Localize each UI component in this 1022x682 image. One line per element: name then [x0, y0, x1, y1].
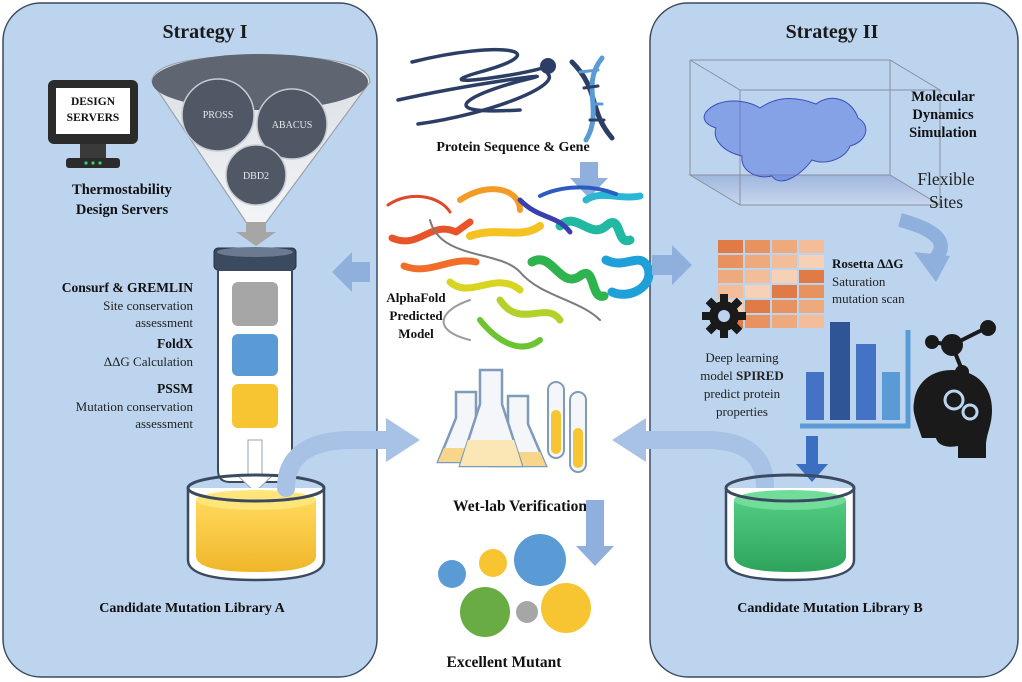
heatmap-cell [745, 285, 770, 298]
test-tube-pair-icon [547, 381, 587, 473]
monitor-icon [48, 80, 138, 168]
abacus-circle [256, 88, 328, 160]
heatmap-cell [772, 315, 797, 328]
mutant-label: Excellent Mutant [447, 654, 563, 671]
mutant-circle-blue-large [514, 534, 566, 586]
strategy1-title: Strategy I [163, 21, 248, 43]
protein-mesh-icon [703, 97, 867, 182]
model-label-line2: Predicted [389, 308, 443, 323]
heatmap-cell [718, 240, 743, 253]
deep-model-prefix: model [700, 368, 736, 383]
deep-learning-line1: Deep learning [705, 350, 779, 365]
deep-learning-line4: properties [716, 404, 768, 419]
flexible-label-line1: Flexible [917, 169, 975, 189]
tool-consurf-desc2: assessment [135, 315, 193, 330]
deep-learning-line2: model SPIRED [700, 368, 783, 383]
sequence-label: Protein Sequence & Gene [436, 140, 589, 155]
mutant-circle-gray [516, 601, 538, 623]
right-arrow [652, 245, 692, 285]
heatmap-cell [799, 270, 824, 283]
head-gears-icon [913, 370, 992, 458]
heatmap-cell [772, 270, 797, 283]
tool-pssm-name: PSSM [157, 381, 193, 396]
gear-icon [702, 294, 746, 338]
spired-name: SPIRED [736, 368, 784, 383]
chart-down-arrow [796, 436, 828, 482]
dna-icon [569, 55, 615, 143]
heatmap-cell [718, 255, 743, 268]
heatmap-cell [799, 315, 824, 328]
md-label-line2: Dynamics [912, 107, 974, 123]
library-a-label: Candidate Mutation Library A [99, 601, 285, 616]
wetlab-label: Wet-lab Verification [453, 498, 587, 515]
model-label-line3: Model [398, 326, 434, 341]
heatmap-cell [745, 300, 770, 313]
sequence-down-arrow [570, 162, 608, 198]
flask-icon [436, 368, 548, 468]
rosetta-desc1: Saturation [832, 274, 886, 289]
heatmap-cell [799, 240, 824, 253]
beaker-b [724, 473, 856, 582]
beaker-a [186, 473, 326, 582]
rosetta-name: Rosetta ΔΔG [832, 256, 904, 271]
mutant-circle-blue-small [438, 560, 466, 588]
tool-foldx-desc: ΔΔG Calculation [104, 354, 194, 369]
mutant-circle-yellow-small [479, 549, 507, 577]
md-simulation-box [688, 59, 942, 206]
pross-circle [181, 78, 255, 152]
heatmap-cell [745, 270, 770, 283]
heatmap-cell [718, 270, 743, 283]
left-arrow [332, 252, 370, 292]
pross-label: PROSS [203, 110, 234, 121]
heatmap-cell [799, 285, 824, 298]
tool-pssm-desc2: assessment [135, 416, 193, 431]
dbd2-circle [225, 144, 287, 206]
beaker-a-to-wetlab-arrow [277, 431, 401, 497]
heatmap-cell [745, 255, 770, 268]
mutant-circle-yellow-large [541, 583, 591, 633]
library-b-label: Candidate Mutation Library B [737, 601, 923, 616]
bar-chart-icon [800, 322, 911, 429]
mutation-heatmap [718, 240, 824, 328]
heatmap-cell [799, 300, 824, 313]
funnel-down-arrow [236, 222, 276, 246]
heatmap-cell [745, 315, 770, 328]
tool-consurf-name: Consurf & GREMLIN [62, 280, 194, 295]
model-label-line1: AlphaFold [386, 290, 446, 305]
sequence-squiggle-icon [396, 47, 552, 126]
sequence-end-dot [540, 58, 556, 74]
wetlab-down-arrow [576, 500, 614, 566]
design-servers-line2: SERVERS [67, 112, 120, 124]
tool-consurf-desc1: Site conservation [103, 298, 193, 313]
gray-block [232, 282, 278, 326]
heatmap-cell [772, 255, 797, 268]
yellow-block [232, 384, 278, 428]
heatmap-cell [772, 240, 797, 253]
heatmap-cell [772, 285, 797, 298]
heatmap-cell [772, 300, 797, 313]
rosetta-desc2: mutation scan [832, 291, 905, 306]
heatmap-cell [799, 255, 824, 268]
flexible-label-line2: Sites [929, 192, 963, 212]
blue-block [232, 334, 278, 376]
servers-caption-line2: Design Servers [76, 202, 169, 218]
tool-pssm-desc1: Mutation conservation [76, 399, 194, 414]
md-label-line1: Molecular [911, 89, 975, 105]
heatmap-cell [745, 240, 770, 253]
mutant-circle-green [460, 587, 510, 637]
alphafold-protein-model [386, 185, 654, 350]
tool-foldx-name: FoldX [157, 336, 193, 351]
md-label-line3: Simulation [909, 125, 977, 141]
design-servers-line1: DESIGN [71, 96, 116, 108]
strategy2-title: Strategy II [786, 21, 879, 43]
network-icon [925, 320, 996, 379]
deep-learning-line3: predict protein [704, 386, 781, 401]
dbd2-label: DBD2 [243, 171, 269, 182]
abacus-label: ABACUS [272, 120, 313, 131]
servers-caption-line1: Thermostability [72, 182, 173, 198]
